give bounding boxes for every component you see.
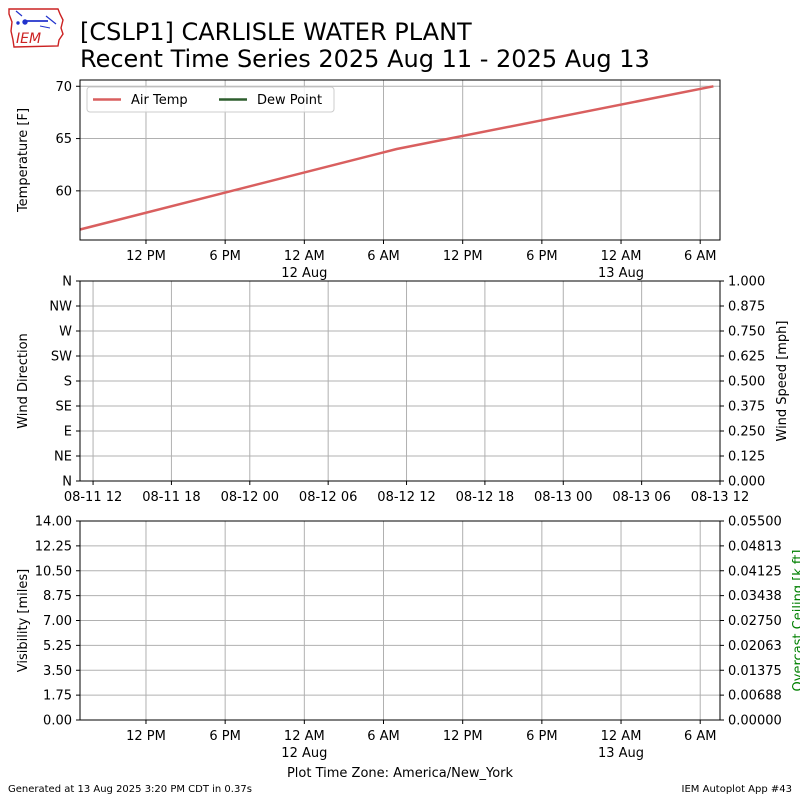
y-tick-label: NE bbox=[54, 450, 72, 465]
chart-panel-1: 60 65 70 12 PM 6 PM 12 AM 12 Aug 6 AM 12 PM 6 PM 1… bbox=[16, 79, 721, 281]
x-axis-label: Plot Time Zone: America/New_York bbox=[287, 766, 514, 781]
y-tick-label: SE bbox=[56, 400, 72, 415]
y-tick-label: NW bbox=[49, 300, 72, 315]
y-tick-label: 14.00 bbox=[35, 515, 72, 530]
x-tick-label: 12 PM bbox=[126, 729, 166, 744]
plot-title-line1: [CSLP1] CARLISLE WATER PLANT bbox=[80, 18, 472, 46]
x-tick-label: 6 AM bbox=[367, 249, 400, 264]
y-right-tick-label: 0.500 bbox=[728, 375, 765, 390]
y-tick-label: 60 bbox=[55, 184, 72, 199]
y-axis-label: Visibility [miles] bbox=[16, 569, 31, 672]
x-tick-label: 08-13 00 bbox=[534, 490, 592, 505]
x-tick-label: 6 PM bbox=[526, 729, 557, 744]
x-tick-label: 12 AM bbox=[284, 729, 325, 744]
x-tick-sublabel: 13 Aug bbox=[598, 266, 644, 281]
x-tick-label: 08-11 12 bbox=[64, 490, 122, 505]
x-tick-label: 08-12 12 bbox=[377, 490, 435, 505]
x-tick-label: 12 PM bbox=[126, 249, 166, 264]
y-right-tick-label: 0.04125 bbox=[728, 564, 782, 579]
y-right-tick-label: 0.01375 bbox=[728, 664, 782, 679]
legend: Air Temp Dew Point bbox=[86, 86, 335, 113]
x-tick-label: 12 AM bbox=[284, 249, 325, 264]
y-right-tick-label: 0.02750 bbox=[728, 614, 782, 629]
y-tick-label: 70 bbox=[55, 80, 72, 95]
x-tick-label: 08-12 00 bbox=[221, 490, 279, 505]
x-tick-sublabel: 12 Aug bbox=[281, 266, 327, 281]
y-tick-label: 5.25 bbox=[43, 639, 72, 654]
y-tick-label: 7.00 bbox=[43, 614, 72, 629]
y-tick-label: E bbox=[64, 425, 72, 440]
y-right-tick-label: 0.250 bbox=[728, 425, 765, 440]
y-tick-label: 8.75 bbox=[43, 589, 72, 604]
x-tick-label: 08-13 06 bbox=[612, 490, 670, 505]
y-tick-label: W bbox=[59, 325, 72, 340]
chart-panel-2: N NE E SE S SW W NW N 0.000 0.125 0.250 0.375 0.500 0.… bbox=[16, 275, 790, 506]
y-right-tick-label: 0.05500 bbox=[728, 515, 782, 530]
x-tick-label: 08-11 18 bbox=[142, 490, 200, 505]
y-right-tick-label: 0.625 bbox=[728, 350, 765, 365]
app-note: IEM Autoplot App #43 bbox=[681, 784, 792, 795]
y-right-tick-label: 0.00688 bbox=[728, 689, 782, 704]
x-tick-label: 6 PM bbox=[526, 249, 557, 264]
legend-label: Air Temp bbox=[131, 93, 188, 108]
y-tick-label: 65 bbox=[55, 132, 72, 147]
x-tick-label: 6 AM bbox=[684, 729, 717, 744]
legend-box bbox=[86, 86, 335, 113]
x-tick-label: 6 AM bbox=[367, 729, 400, 744]
legend-label: Dew Point bbox=[257, 93, 322, 108]
x-tick-label: 12 PM bbox=[443, 249, 483, 264]
y-tick-label: 0.00 bbox=[43, 714, 72, 729]
iowa-outline-icon bbox=[8, 8, 64, 48]
y-right-tick-label: 1.000 bbox=[728, 275, 765, 290]
y-tick-label: 3.50 bbox=[43, 664, 72, 679]
x-tick-label: 6 PM bbox=[209, 249, 240, 264]
y-tick-label: N bbox=[62, 275, 72, 290]
y-axis-label-right: Overcast Ceiling [k ft] bbox=[791, 550, 800, 692]
x-tick-label: 08-13 12 bbox=[691, 490, 749, 505]
y-tick-label: SW bbox=[51, 350, 72, 365]
y-tick-label: 12.25 bbox=[35, 539, 72, 554]
x-tick-label: 6 AM bbox=[684, 249, 717, 264]
y-right-tick-label: 0.02063 bbox=[728, 639, 782, 654]
chart-panel-3: 0.00 1.75 3.50 5.25 7.00 8.75 10.50 12.25 14.00 0… bbox=[16, 515, 800, 782]
iem-logo: IEM bbox=[8, 8, 64, 48]
y-right-tick-label: 0.03438 bbox=[728, 589, 782, 604]
y-right-tick-label: 0.750 bbox=[728, 325, 765, 340]
axes-frame bbox=[79, 520, 721, 721]
axes-frame bbox=[79, 79, 721, 241]
x-tick-label: 08-12 06 bbox=[299, 490, 357, 505]
generated-note: Generated at 13 Aug 2025 3:20 PM CDT in … bbox=[8, 784, 252, 795]
x-tick-label: 12 AM bbox=[601, 249, 642, 264]
logo-text: IEM bbox=[16, 31, 41, 47]
x-tick-sublabel: 12 Aug bbox=[281, 746, 327, 761]
y-tick-label: 1.75 bbox=[43, 689, 72, 704]
station-map-icon bbox=[15, 10, 57, 29]
axes-frame bbox=[79, 280, 721, 482]
plot-title-line2: Recent Time Series 2025 Aug 11 - 2025 Au… bbox=[80, 45, 650, 73]
y-right-tick-label: 0.000 bbox=[728, 475, 765, 490]
y-right-tick-label: 0.00000 bbox=[728, 714, 782, 729]
y-right-tick-label: 0.125 bbox=[728, 450, 765, 465]
series-line-air-temp bbox=[79, 85, 714, 231]
y-tick-label: S bbox=[64, 375, 72, 390]
x-tick-label: 12 AM bbox=[601, 729, 642, 744]
y-right-tick-label: 0.875 bbox=[728, 300, 765, 315]
y-tick-label: N bbox=[62, 475, 72, 490]
y-right-tick-label: 0.04813 bbox=[728, 539, 782, 554]
y-right-tick-label: 0.375 bbox=[728, 400, 765, 415]
x-tick-label: 12 PM bbox=[443, 729, 483, 744]
x-tick-label: 08-12 18 bbox=[456, 490, 514, 505]
y-axis-label: Temperature [F] bbox=[16, 108, 31, 213]
x-tick-label: 6 PM bbox=[209, 729, 240, 744]
y-axis-label-right: Wind Speed [mph] bbox=[775, 321, 790, 442]
y-tick-label: 10.50 bbox=[35, 564, 72, 579]
y-axis-label: Wind Direction bbox=[16, 333, 31, 429]
x-tick-sublabel: 13 Aug bbox=[598, 746, 644, 761]
